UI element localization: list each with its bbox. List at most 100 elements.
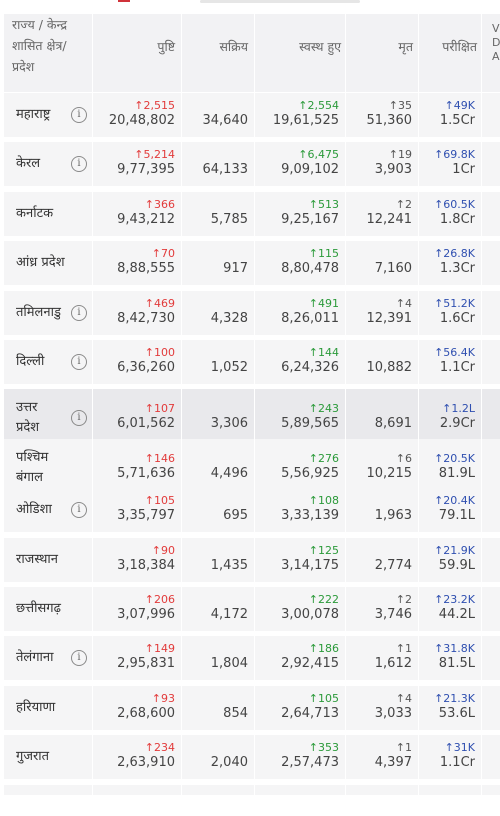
info-icon[interactable]: i (71, 107, 87, 123)
cell-deceased: 10,882 (346, 340, 418, 384)
recovered-value: 5,56,925 (281, 465, 339, 481)
cell-state[interactable]: गुजरात (4, 735, 92, 780)
cell-extra (482, 735, 500, 780)
header-extra-line-3: A (492, 50, 500, 63)
cell-tested: ↑69.8K 1Cr (419, 142, 481, 187)
table-row[interactable]: पश्चिम बंगाल ↑146 5,71,636 4,496 ↑276 5,56,925… (0, 438, 500, 497)
header-extra-partial[interactable]: V D A (482, 14, 500, 92)
header-recovered[interactable]: स्वस्थ हुए (255, 14, 345, 92)
cell-state[interactable]: पश्चिम बंगाल (4, 438, 92, 497)
cell-tested: ↑56.4K 1.1Cr (419, 340, 481, 384)
table-row[interactable]: केरल i ↑5,214 9,77,395 64,133 ↑6,475 9,09,102 ↑… (0, 142, 500, 187)
cell-active: 1,052 (182, 340, 254, 384)
active-value: 2,040 (210, 755, 248, 771)
confirmed-delta: ↑107 (144, 402, 175, 416)
table-row[interactable]: छत्तीसगढ़ ↑206 3,07,996 4,172 ↑222 3,00,078 ↑2… (0, 587, 500, 631)
tested-value: 53.6L (438, 705, 475, 721)
recovered-delta: ↑105 (308, 691, 339, 705)
cell-state[interactable]: हरियाणा (4, 685, 92, 730)
header-recovered-label: स्वस्थ हुए (299, 39, 341, 54)
cell-extra (482, 587, 500, 631)
cell-state[interactable]: राजस्थान (4, 537, 92, 582)
active-value: 854 (223, 705, 248, 721)
tested-delta: ↑56.4K (434, 346, 475, 359)
cell-extra (482, 290, 500, 335)
tested-value: 81.5L (438, 656, 475, 672)
confirmed-value: 6,36,260 (117, 360, 175, 375)
tested-delta: ↑31.8K (434, 642, 475, 656)
header-state-line-3: प्रदेश (12, 59, 35, 74)
cell-active: 34,640 (182, 93, 254, 137)
cell-state[interactable]: दिल्ली i (4, 340, 92, 384)
cell-state[interactable]: तमिलनाडु i (4, 290, 92, 335)
tested-delta: ↑20.4K (434, 494, 475, 508)
cell-state[interactable]: केरल i (4, 142, 92, 187)
table-row[interactable]: महाराष्ट्र i ↑2,515 20,48,802 34,640 ↑2,554 19… (0, 93, 500, 137)
confirmed-value: 9,43,212 (117, 211, 175, 227)
cell-deceased: ↑1 1,612 (346, 636, 418, 681)
table-row[interactable]: उत्तर प्रदेश i ↑107 6,01,562 3,306 ↑243 5,89,56… (0, 389, 500, 448)
cell-deceased: ↑4 12,391 (346, 290, 418, 335)
info-icon[interactable]: i (71, 304, 87, 321)
confirmed-value: 20,48,802 (108, 113, 175, 128)
active-value: 4,328 (210, 310, 248, 326)
deceased-delta: ↑4 (395, 296, 412, 310)
deceased-delta: ↑2 (395, 197, 412, 211)
info-icon[interactable]: i (71, 650, 87, 667)
cell-confirmed: ↑105 3,35,797 (93, 488, 181, 533)
cell-state[interactable]: आंध्र प्रदेश (4, 241, 92, 286)
confirmed-value: 3,35,797 (117, 508, 175, 524)
table-row[interactable]: हरियाणा ↑93 2,68,600 854 ↑105 2,64,713 ↑4 3,033… (0, 685, 500, 730)
deceased-value: 10,882 (366, 360, 413, 375)
cell-tested: ↑23.2K 44.2L (419, 587, 481, 631)
deceased-value: 51,360 (366, 113, 413, 128)
header-confirmed[interactable]: पुष्टि (93, 14, 181, 92)
cell-extra (482, 784, 500, 795)
confirmed-delta: ↑93 (151, 691, 175, 705)
cell-state[interactable]: तेलंगाना i (4, 636, 92, 681)
table-row[interactable]: कर्नाटक ↑366 9,43,212 5,785 ↑513 9,25,167 ↑2 12… (0, 191, 500, 236)
header-active[interactable]: सक्रिय (182, 14, 254, 92)
cell-state[interactable]: ओडिशा i (4, 488, 92, 533)
deceased-delta: ↑19 (388, 148, 412, 162)
recovered-value: 6,24,326 (281, 360, 339, 375)
header-deceased[interactable]: मृत (346, 14, 418, 92)
cell-state[interactable]: छत्तीसगढ़ (4, 587, 92, 631)
cell-deceased: 8,691 (346, 389, 418, 448)
confirmed-delta: ↑149 (144, 642, 175, 656)
info-icon[interactable]: i (71, 502, 87, 519)
tested-value: 59.9L (438, 557, 475, 573)
cell-recovered: ↑276 5,56,925 (255, 438, 345, 497)
cell-deceased: 1,963 (346, 488, 418, 533)
cell-state[interactable]: महाराष्ट्र i (4, 93, 92, 137)
confirmed-value: 2,95,831 (117, 656, 175, 672)
state-name: हरियाणा (16, 699, 56, 715)
deceased-value: 3,033 (374, 705, 412, 721)
info-icon[interactable]: i (71, 410, 87, 427)
table-row[interactable]: राजस्थान ↑90 3,18,384 1,435 ↑125 3,14,175 2,77… (0, 537, 500, 582)
tested-delta: ↑51.2K (434, 296, 475, 310)
table-row[interactable]: ओडिशा i ↑105 3,35,797 695 ↑108 3,33,139 1,963 ↑2… (0, 488, 500, 533)
cell-state[interactable]: कर्नाटक (4, 191, 92, 236)
table-row-partial[interactable] (0, 784, 500, 795)
info-icon[interactable]: i (71, 354, 87, 370)
cell-recovered: ↑6,475 9,09,102 (255, 142, 345, 187)
table-row[interactable]: तेलंगाना i ↑149 2,95,831 1,804 ↑186 2,92,415 ↑1… (0, 636, 500, 681)
cell-deceased: ↑19 3,903 (346, 142, 418, 187)
state-name: आंध्र प्रदेश (16, 255, 65, 271)
header-tested[interactable]: परीक्षित (419, 14, 481, 92)
table-row[interactable]: तमिलनाडु i ↑469 8,42,730 4,328 ↑491 8,26,011 ↑4… (0, 290, 500, 335)
header-state[interactable]: राज्य / केन्द्र शासित क्षेत्र/ प्रदेश (4, 14, 92, 92)
cell-extra (482, 389, 500, 448)
table-row[interactable]: दिल्ली i ↑100 6,36,260 1,052 ↑144 6,24,326 10,8… (0, 340, 500, 384)
recovered-value: 5,89,565 (281, 416, 339, 432)
table-row[interactable]: आंध्र प्रदेश ↑70 8,88,555 917 ↑115 8,80,478 7,… (0, 241, 500, 286)
cell-deceased: ↑1 4,397 (346, 735, 418, 780)
tested-value: 1.3Cr (439, 261, 475, 277)
cell-confirmed: ↑5,214 9,77,395 (93, 142, 181, 187)
info-icon[interactable]: i (71, 156, 87, 173)
header-tested-label: परीक्षित (442, 39, 477, 54)
table-row[interactable]: गुजरात ↑234 2,63,910 2,040 ↑353 2,57,473 ↑1 4,3… (0, 735, 500, 780)
cell-state[interactable]: उत्तर प्रदेश i (4, 389, 92, 448)
recovered-delta: ↑276 (308, 451, 339, 465)
